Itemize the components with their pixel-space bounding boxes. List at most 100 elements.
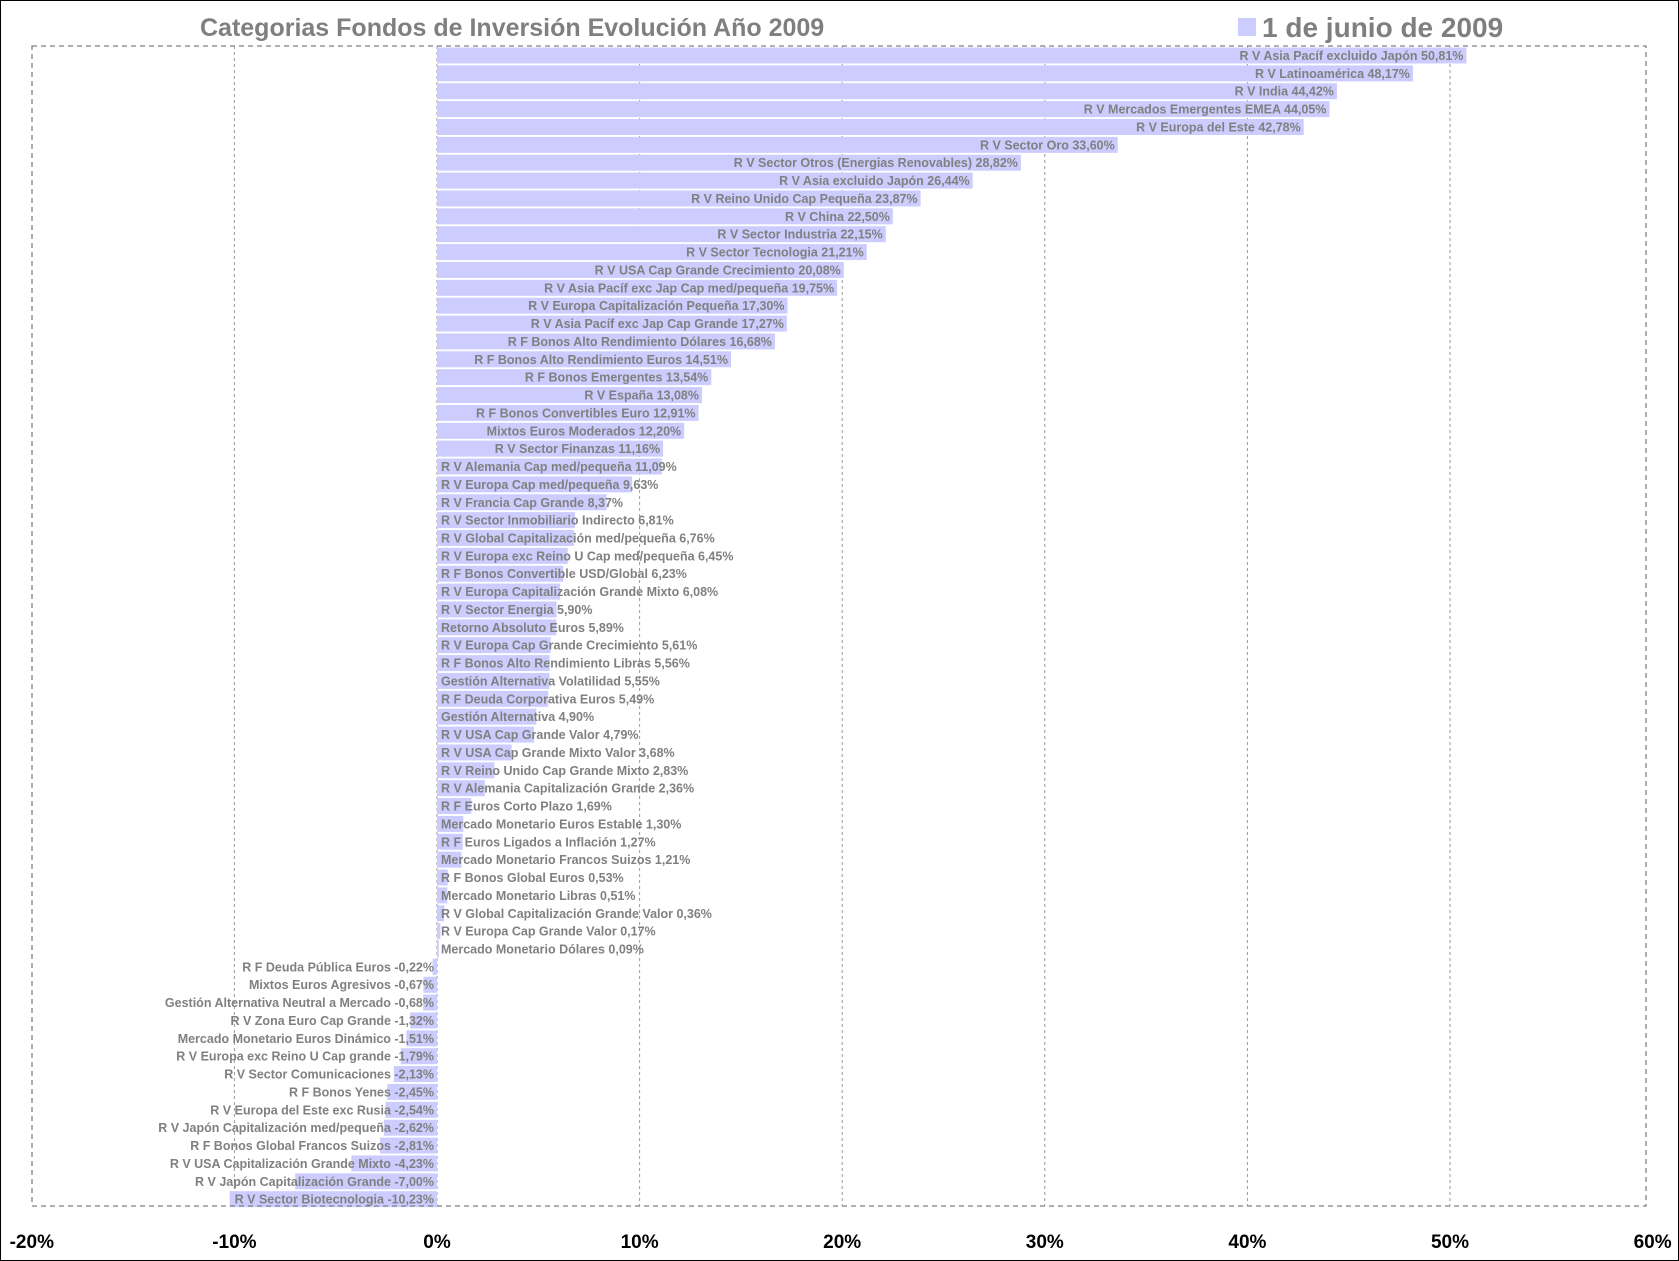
bar <box>437 869 448 886</box>
bar <box>437 351 731 368</box>
bar <box>437 458 662 475</box>
bar <box>437 297 788 314</box>
bar-label: R F Bonos Convertibles Euro 12,91% <box>476 406 696 420</box>
bar <box>437 190 921 207</box>
bar-label: R F Bonos Alto Rendimiento Dólares 16,68… <box>508 335 772 349</box>
bar-label: R V Global Capitalización Grande Valor 0… <box>441 907 712 921</box>
bar-label: Gestión Alternativa Neutral a Mercado -0… <box>165 996 434 1010</box>
bar <box>437 494 607 511</box>
chart-title: Categorias Fondos de Inversión Evolución… <box>200 14 824 42</box>
bar <box>437 226 886 243</box>
bar-label: R V Sector Finanzas 11,16% <box>495 442 660 456</box>
bar <box>406 1030 437 1047</box>
bar-label: R V India 44,42% <box>1235 85 1334 99</box>
bar <box>437 440 664 457</box>
bar-label: R V Sector Inmobiliario Indirecto 6,81% <box>441 514 674 528</box>
bar <box>437 619 557 636</box>
bar-label: R V Alemania Capitalización Grande 2,36% <box>441 782 694 796</box>
bar-label: R V Sector Biotecnologia -10,23% <box>235 1193 434 1207</box>
bar-label: R V Reino Unido Cap Pequeña 23,87% <box>691 192 917 206</box>
bar-label: Mercado Monetario Euros Estable 1,30% <box>441 817 681 831</box>
bar-label: R V Sector Tecnologia 21,21% <box>686 246 864 260</box>
x-axis-tick-labels: -20% -10% 0% 10% 20% 30% 40% 50% 60% <box>10 1232 1672 1253</box>
bar-label: Retorno Absoluto Euros 5,89% <box>441 621 624 635</box>
x-tick-label: 30% <box>1026 1232 1064 1253</box>
bar <box>437 690 549 707</box>
bar <box>437 708 537 725</box>
bar <box>437 851 462 868</box>
bar-label: Mixtos Euros Agresivos -0,67% <box>249 978 434 992</box>
bar-label: R V Europa del Este exc Rusia -2,54% <box>210 1103 434 1117</box>
bar <box>437 208 893 225</box>
bar <box>437 65 1413 82</box>
bar-label: R V USA Cap Grande Crecimiento 20,08% <box>595 263 841 277</box>
bar-label: R V Europa Capitalización Grande Mixto 6… <box>441 585 718 599</box>
bar-label: R V Sector Industria 22,15% <box>717 228 882 242</box>
bar-label: R V Asia excluido Japón 26,44% <box>779 174 970 188</box>
bar <box>437 583 561 600</box>
bar-label: R V España 13,08% <box>584 389 699 403</box>
bar-label: R F Bonos Global Francos Suizos -2,81% <box>190 1139 434 1153</box>
bar-label: R V USA Capitalización Grande Mixto -4,2… <box>170 1157 434 1171</box>
bar <box>437 315 787 332</box>
bar <box>393 1066 437 1083</box>
bar-label: R F Bonos Alto Rendimiento Euros 14,51% <box>474 353 728 367</box>
bar <box>437 404 699 421</box>
bar <box>437 744 512 761</box>
bar <box>437 905 445 922</box>
bar-label: Mixtos Euros Moderados 12,20% <box>487 424 682 438</box>
bar <box>437 83 1337 100</box>
bar <box>437 136 1118 153</box>
bar-label: R V Sector Otros (Energias Renovables) 2… <box>734 156 1018 170</box>
bar <box>437 672 550 689</box>
bar <box>229 1191 437 1208</box>
bar <box>387 1083 437 1100</box>
bar-label: R V USA Cap Grande Valor 4,79% <box>441 728 639 742</box>
bar <box>437 601 557 618</box>
bar <box>437 655 550 672</box>
x-tick-label: 60% <box>1634 1232 1672 1253</box>
bar-label: R V Europa Cap Grande Crecimiento 5,61% <box>441 639 697 653</box>
bar <box>437 154 1021 171</box>
bar-label: R F Bonos Global Euros 0,53% <box>441 871 624 885</box>
bars <box>229 47 1467 1208</box>
bar-label: R V Alemania Cap med/pequeña 11,09% <box>441 460 677 474</box>
bar <box>437 941 439 957</box>
bar <box>437 815 464 832</box>
bar-label: Mercado Monetario Dólares 0,09% <box>441 943 644 957</box>
bar-label: Mercado Monetario Francos Suizos 1,21% <box>441 853 690 867</box>
bar <box>383 1119 437 1136</box>
bar <box>437 118 1304 135</box>
x-tick-label: -20% <box>10 1232 54 1253</box>
bar-labels: R V Asia Pacíf excluido Japón 50,81% R V … <box>158 49 1463 1207</box>
bar <box>437 244 867 261</box>
bar-label: R V Europa exc Reino U Cap grande -1,79% <box>176 1050 434 1064</box>
bar <box>437 565 564 582</box>
bar-label: R V Reino Unido Cap Grande Mixto 2,83% <box>441 764 688 778</box>
bar-label: R V Asia Pacíf exc Jap Cap Grande 17,27% <box>531 317 784 331</box>
bar <box>351 1155 437 1172</box>
bar <box>437 923 441 940</box>
x-tick-label: 40% <box>1228 1232 1266 1253</box>
x-tick-label: 0% <box>423 1232 451 1253</box>
bar-label: R V Europa del Este 42,78% <box>1136 120 1301 134</box>
bar-label: R V Sector Energia 5,90% <box>441 603 592 617</box>
bar-label: R F Bonos Alto Rendimiento Libras 5,56% <box>441 657 690 671</box>
bar-label: R V Latinoamérica 48,17% <box>1255 67 1410 81</box>
bar <box>437 333 775 350</box>
bar-label: R V Francia Cap Grande 8,37% <box>441 496 623 510</box>
bar-label: R F Deuda Pública Euros -0,22% <box>242 960 434 974</box>
bar-label: R V Japón Capitalización med/pequeña -2,… <box>158 1121 434 1135</box>
bar <box>437 47 1467 64</box>
bar <box>437 780 485 797</box>
bar <box>423 976 437 993</box>
bar-label: R V Sector Oro 33,60% <box>980 138 1115 152</box>
bar <box>437 172 973 189</box>
bar-label: R V Zona Euro Cap Grande -1,32% <box>230 1014 434 1028</box>
bar-label: R V Europa exc Reino U Cap med/pequeña 6… <box>441 549 733 563</box>
legend-label: 1 de junio de 2009 <box>1262 12 1503 43</box>
bar-label: R V Global Capitalización med/pequeña 6,… <box>441 531 715 545</box>
bar <box>437 833 463 850</box>
bar <box>437 762 495 779</box>
bar <box>410 1012 437 1029</box>
